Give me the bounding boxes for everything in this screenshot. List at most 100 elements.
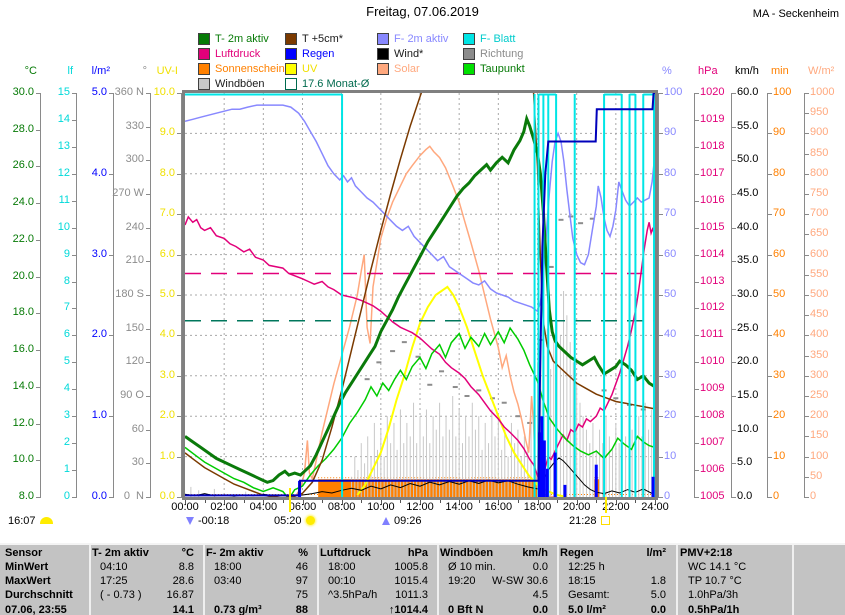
- astro-time: 16:07: [8, 514, 36, 527]
- table-separator: [676, 545, 678, 615]
- table-cell-value: 1015.4: [394, 575, 428, 587]
- plot-area[interactable]: [185, 93, 655, 497]
- legend-swatch-windb-en: [198, 78, 210, 90]
- axis-tick: [732, 227, 736, 229]
- axis-tick-label: 25.0: [737, 321, 759, 334]
- table-cell: 19:20: [448, 575, 476, 587]
- legend-item-windb-en[interactable]: Windböen: [198, 77, 265, 91]
- time-label: 22:00: [602, 501, 630, 513]
- legend-swatch-17-6-monat: [285, 78, 297, 90]
- axis-tick: [36, 129, 40, 131]
- axis-tick: [805, 234, 809, 236]
- legend-item-f-blatt[interactable]: F- Blatt: [463, 32, 515, 46]
- axis-header-: °: [142, 65, 147, 77]
- axis-tick-label: 2: [63, 436, 70, 449]
- axis-tick-label: 4.0: [91, 166, 107, 179]
- axis-tick-label: 1013: [700, 274, 725, 287]
- legend-item-f-2m-aktiv[interactable]: F- 2m aktiv: [377, 32, 448, 46]
- axis-header-: %: [662, 65, 672, 77]
- axis-tick: [768, 335, 772, 337]
- astro-item-00-18: -00:18: [186, 514, 229, 527]
- series-richtung: [558, 218, 564, 221]
- axis-tick: [768, 133, 772, 135]
- axis-tick-label: 650: [810, 227, 829, 240]
- time-tick: [224, 500, 226, 505]
- legend-item-taupunkt[interactable]: Taupunkt: [463, 62, 525, 76]
- axis-tick: [732, 295, 736, 296]
- axis-tick: [695, 227, 699, 229]
- axis-tick-label: 5: [63, 355, 70, 368]
- legend-item-richtung[interactable]: Richtung: [463, 47, 523, 61]
- axis-tick: [695, 470, 699, 472]
- axis-tick: [695, 308, 699, 310]
- time-tick: [655, 500, 656, 505]
- table-cell: 03:40: [214, 575, 242, 587]
- legend-item-t-2m-aktiv[interactable]: T- 2m aktiv: [198, 32, 269, 46]
- legend-item-wind[interactable]: Wind*: [377, 47, 423, 61]
- axis-tick-label: 150: [125, 321, 144, 334]
- legend-item-regen[interactable]: Regen: [285, 47, 334, 61]
- axis-tick: [659, 133, 663, 135]
- axis-tick: [659, 456, 663, 458]
- time-tick: [596, 500, 598, 503]
- table-cell: 1.0hPa/3h: [688, 589, 739, 601]
- arrow-down-icon: [186, 516, 194, 525]
- legend-swatch-richtung: [463, 48, 475, 60]
- legend-item-17-6-monat[interactable]: 17.6 Monat-Ø: [285, 77, 369, 91]
- table-col-unit: °C: [181, 547, 194, 559]
- legend-item-luftdruck[interactable]: Luftdruck: [198, 47, 260, 61]
- axis-tick: [146, 429, 150, 431]
- table-cell: 0.5hPa/1h: [688, 604, 740, 615]
- legend-item-solar[interactable]: Solar: [377, 62, 420, 76]
- legend-item-sonnenschein[interactable]: Sonnenschein: [198, 62, 285, 76]
- legend-swatch-taupunkt: [463, 63, 475, 75]
- axis-line-l-m: [113, 93, 114, 498]
- axis-tick: [177, 93, 181, 94]
- axis-tick-label: 1011: [700, 328, 724, 341]
- table-cell: 5.0 l/m²: [568, 604, 606, 615]
- axis-tick: [695, 362, 699, 364]
- table-cell-value: 0.0: [532, 604, 548, 615]
- axis-tick-label: 1014: [700, 247, 725, 260]
- series-sonnenschein: [318, 479, 539, 497]
- axis-tick: [695, 200, 699, 202]
- axis-tick: [72, 470, 76, 472]
- series-taupunkt: [185, 326, 655, 497]
- legend-label: T +5cm*: [302, 33, 344, 45]
- axis-tick: [72, 119, 76, 121]
- axis-tick-label: 1010: [700, 355, 725, 368]
- legend-item-uv[interactable]: UV: [285, 62, 317, 76]
- axis-tick-label: 10.0: [737, 422, 759, 435]
- axis-tick-label: 1016: [700, 193, 725, 206]
- legend-item-t-5cm[interactable]: T +5cm*: [285, 32, 343, 46]
- legend-label: Solar: [394, 63, 420, 75]
- axis-tick: [732, 396, 736, 397]
- series-richtung: [501, 401, 507, 404]
- axis-header-c: °C: [24, 65, 37, 77]
- series-richtung: [489, 397, 495, 400]
- axis-tick-label: 300: [125, 153, 144, 166]
- table-col-header: PMV+2:18: [680, 547, 733, 559]
- legend-swatch-f-blatt: [463, 33, 475, 45]
- axis-tick-label: 24.0: [12, 196, 34, 209]
- axis-tick-label: 5.0: [737, 456, 753, 469]
- axis-tick: [695, 119, 699, 121]
- axis-tick-label: 3.0: [159, 368, 175, 381]
- series-richtung: [439, 370, 445, 373]
- axis-tick-label: 30: [773, 368, 786, 381]
- axis-tick-label: 0.0: [91, 490, 107, 502]
- series-richtung: [415, 355, 421, 358]
- axis-tick-label: 850: [810, 146, 829, 159]
- time-tick: [243, 500, 245, 503]
- legend-swatch-f-2m-aktiv: [377, 33, 389, 45]
- axis-tick: [659, 173, 663, 175]
- axis-tick: [146, 328, 150, 330]
- axis-tick-label: 5.0: [91, 86, 107, 98]
- axis-tick-label: 26.0: [12, 159, 34, 172]
- table-separator: [437, 545, 439, 615]
- table-cell: 18:00: [328, 561, 356, 573]
- table-cell: Gesamt:: [568, 589, 610, 601]
- axis-tick: [732, 362, 736, 364]
- axis-tick-label: 16.0: [12, 343, 34, 356]
- time-tick: [420, 500, 421, 505]
